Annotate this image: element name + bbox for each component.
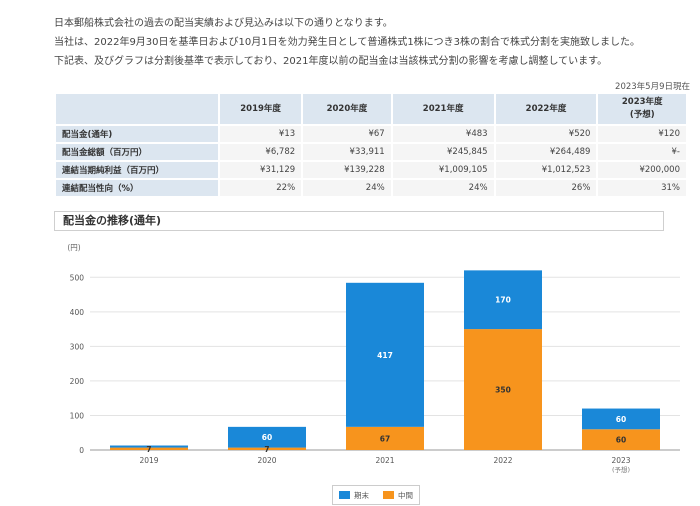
bar-term-end — [464, 270, 542, 330]
row-label: 配当金総額（百万円） — [54, 142, 220, 162]
row-label: 連結配当性向（%） — [54, 178, 220, 198]
table-cell: ¥13 — [217, 124, 304, 144]
table-cell: ¥120 — [596, 124, 688, 144]
data-label-interim: 67 — [380, 434, 390, 443]
intro-line-2: 当社は、2022年9月30日を基準日および10月1日を効力発生日として普通株式1… — [54, 37, 641, 48]
table-header: 2022年度 — [493, 92, 599, 126]
legend-item-term-end[interactable]: 期末 — [339, 490, 369, 501]
chart-legend: 期末 中間 — [332, 485, 420, 505]
y-tick-label: 0 — [79, 446, 84, 455]
table-cell: ¥200,000 — [596, 160, 688, 180]
table-cell: ¥6,782 — [217, 142, 304, 162]
bar-term-end — [582, 408, 660, 430]
bar-term-end — [228, 426, 306, 448]
table-cell: ¥- — [596, 142, 688, 162]
x-tick-label: 2022 — [493, 456, 512, 465]
dividend-chart: (円) 0 100 200 300 400 500 7 2019 7 60 2020 67 417 2021… — [67, 243, 680, 474]
intro-text: 日本郵船株式会社の過去の配当実績および見込みは以下の通りとなります。 当社は、2… — [54, 14, 694, 71]
data-label-term-end: 60 — [262, 433, 272, 442]
table-header: 2019年度 — [217, 92, 304, 126]
table-cell: ¥1,012,523 — [493, 160, 599, 180]
table-cell: 24% — [301, 178, 393, 198]
x-tick-sublabel: (予想) — [612, 465, 630, 474]
data-label-interim: 7 — [264, 445, 269, 454]
x-tick-label: 2020 — [257, 456, 276, 465]
y-tick-label: 300 — [70, 342, 85, 351]
bar-interim — [464, 329, 542, 450]
legend-swatch-term-end — [339, 491, 350, 499]
bar-interim — [346, 426, 424, 450]
legend-item-interim[interactable]: 中間 — [383, 490, 413, 501]
bar-interim — [110, 447, 188, 450]
data-label-interim: 7 — [146, 445, 151, 454]
table-corner — [54, 92, 220, 126]
table-header: 2020年度 — [301, 92, 393, 126]
data-label-term-end: 170 — [495, 296, 511, 305]
legend-label: 中間 — [398, 490, 413, 500]
chart-section-title: 配当金の推移(通年) — [54, 211, 664, 231]
legend-swatch-interim — [383, 491, 394, 499]
table-cell: 22% — [217, 178, 304, 198]
table-cell: ¥139,228 — [301, 160, 393, 180]
table-cell: ¥1,009,105 — [390, 160, 496, 180]
bar-interim — [582, 429, 660, 450]
row-label: 連結当期純利益（百万円） — [54, 160, 220, 180]
table-cell: ¥483 — [390, 124, 496, 144]
table-row: 連結配当性向（%） 22% 24% 24% 26% 31% — [54, 178, 688, 198]
bar-interim — [228, 447, 306, 450]
dividend-table: 2019年度 2020年度 2021年度 2022年度 2023年度 (予想) … — [54, 92, 688, 198]
x-tick-label: 2019 — [139, 456, 158, 465]
y-unit-label: (円) — [67, 243, 80, 252]
table-cell: 24% — [390, 178, 496, 198]
row-label: 配当金(通年) — [54, 124, 220, 144]
x-tick-label: 2021 — [375, 456, 394, 465]
table-cell: ¥264,489 — [493, 142, 599, 162]
table-header-row: 2019年度 2020年度 2021年度 2022年度 2023年度 (予想) — [54, 92, 688, 126]
bar-term-end — [346, 282, 424, 427]
table-row: 連結当期純利益（百万円） ¥31,129 ¥139,228 ¥1,009,105… — [54, 160, 688, 180]
data-label-interim: 350 — [495, 386, 511, 395]
table-cell: ¥67 — [301, 124, 393, 144]
table-cell: 31% — [596, 178, 688, 198]
legend-label: 期末 — [354, 490, 369, 500]
table-cell: ¥245,845 — [390, 142, 496, 162]
table-row: 配当金総額（百万円） ¥6,782 ¥33,911 ¥245,845 ¥264,… — [54, 142, 688, 162]
data-label-term-end: 417 — [377, 351, 393, 360]
data-label-interim: 60 — [616, 436, 626, 445]
y-tick-label: 100 — [70, 411, 85, 420]
x-tick-label: 2023 — [611, 456, 630, 465]
table-cell: ¥33,911 — [301, 142, 393, 162]
y-tick-label: 400 — [70, 308, 85, 317]
table-cell: ¥520 — [493, 124, 599, 144]
y-tick-label: 500 — [70, 273, 85, 282]
as-of-date: 2023年5月9日現在 — [615, 82, 690, 92]
table-cell: 26% — [493, 178, 599, 198]
intro-line-1: 日本郵船株式会社の過去の配当実績および見込みは以下の通りとなります。 — [54, 18, 393, 29]
data-label-term-end: 60 — [616, 415, 626, 424]
y-tick-label: 200 — [70, 377, 85, 386]
table-row: 配当金(通年) ¥13 ¥67 ¥483 ¥520 ¥120 — [54, 124, 688, 144]
intro-line-3: 下記表、及びグラフは分割後基準で表示しており、2021年度以前の配当金は当該株式… — [54, 56, 608, 67]
bar-term-end — [110, 445, 188, 448]
table-header: 2021年度 — [390, 92, 496, 126]
table-header: 2023年度 (予想) — [596, 92, 688, 126]
table-cell: ¥31,129 — [217, 160, 304, 180]
